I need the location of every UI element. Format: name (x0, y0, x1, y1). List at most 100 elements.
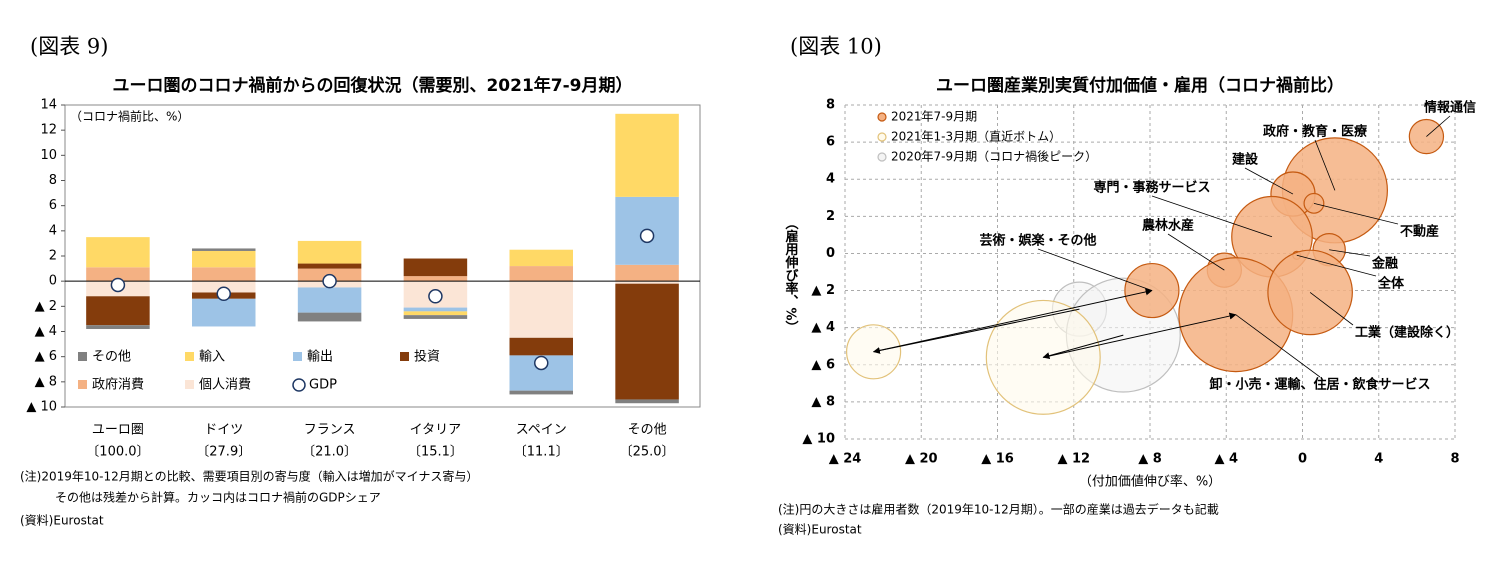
bar-segment (192, 298, 256, 327)
x-tick-sublabel: 〔25.0〕 (620, 445, 675, 460)
bar-segment (615, 281, 679, 284)
x-tick-label: ▲ 20 (905, 452, 938, 467)
note: (注)2019年10-12月期との比較、需要項目別の寄与度（輸入は増加がマイナス… (20, 469, 478, 484)
legend-label: 輸入 (199, 350, 225, 365)
x-tick-label: 0 (1298, 452, 1307, 467)
leader-line (1037, 248, 1153, 291)
point-label: 卸・小売・運輸、住居・飲食サービス (1209, 377, 1430, 393)
y-tick-label: ▲ 2 (811, 283, 835, 298)
gdp-marker (534, 355, 549, 371)
y-tick-label: ▲ 6 (811, 357, 835, 372)
arrow (1042, 334, 1124, 360)
bar-segment (509, 281, 573, 338)
note: その他は残差から計算。カッコ内はコロナ禍前のGDPシェア (55, 490, 381, 505)
point-label: 全体 (1377, 276, 1405, 292)
x-tick-label: 4 (1374, 452, 1383, 467)
bar-segment (509, 390, 573, 395)
y-tick-label: ▲ 8 (35, 374, 57, 389)
bar-segment (509, 249, 573, 267)
y-axis-title: （雇用伸び率、%） (783, 216, 800, 333)
x-tick-sublabel: 〔15.1〕 (408, 445, 463, 460)
figure-label: (図表 10) (790, 35, 882, 59)
legend-swatch (293, 352, 302, 361)
legend-label: 2020年7-9月期（コロナ禍後ピーク） (891, 149, 1097, 164)
leader-line (1426, 115, 1451, 137)
legend-swatch (400, 352, 409, 361)
bar-segment (615, 264, 679, 282)
legend-swatch (877, 152, 887, 162)
leader-line (1151, 195, 1273, 238)
y-tick-label: ▲ 6 (35, 349, 57, 364)
legend-swatch (185, 380, 194, 389)
x-tick-sublabel: 〔100.0〕 (86, 445, 149, 460)
source: (資料)Eurostat (778, 523, 862, 537)
figure-label: (図表 9) (30, 35, 108, 59)
x-tick-label: イタリア (410, 423, 461, 438)
point-label: 情報通信 (1424, 100, 1476, 116)
legend-label: 2021年1-3月期（直近ボトム） (891, 130, 1061, 144)
bar-segment (86, 325, 150, 329)
bar-segment (615, 113, 679, 197)
leader-line (1296, 254, 1377, 277)
y-tick-label: ▲ 8 (811, 394, 835, 409)
gdp-marker (322, 273, 337, 289)
x-tick-label: ドイツ (204, 423, 243, 438)
chart-title: ユーロ圏のコロナ禍前からの回復状況（需要別、2021年7-9月期） (112, 75, 632, 96)
annotation: （コロナ禍前比、%） (70, 109, 189, 124)
legend-label: 投資 (414, 349, 440, 365)
x-tick-label: ▲ 16 (981, 452, 1014, 467)
x-tick-label: スペイン (516, 423, 567, 438)
x-tick-label: ▲ 12 (1057, 452, 1090, 467)
arrow (873, 288, 1153, 353)
gdp-marker (639, 228, 655, 244)
bar-segment (86, 237, 150, 268)
source: (資料)Eurostat (20, 514, 104, 528)
point-label: 工業（建設除く） (1355, 325, 1459, 341)
bar-segment (297, 287, 362, 313)
y-tick-label: ▲ 4 (811, 320, 835, 335)
point-label: 専門・事務サービス (1093, 180, 1210, 196)
legend-label: 政府消費 (92, 378, 144, 393)
leader-line (1244, 167, 1294, 195)
y-tick-label: ▲ 10 (26, 400, 57, 415)
x-tick-label: ▲ 4 (1214, 452, 1238, 467)
y-tick-label: 10 (40, 148, 57, 163)
bar-segment (615, 399, 679, 404)
x-tick-sublabel: 〔11.1〕 (514, 445, 569, 460)
point-label: 金融 (1371, 256, 1398, 272)
bar-segment (192, 267, 256, 282)
bar-segment (615, 283, 679, 400)
bar-segment (403, 311, 468, 316)
x-tick-label: ▲ 24 (829, 452, 862, 467)
legend-label: GDP (309, 378, 337, 393)
y-tick-label: 12 (40, 123, 57, 138)
gdp-marker (110, 277, 126, 293)
x-tick-label: ▲ 8 (1138, 452, 1162, 467)
y-tick-label: ▲ 2 (35, 299, 57, 314)
legend-label: 個人消費 (199, 378, 251, 393)
bar-segment (403, 258, 468, 277)
note: (注)円の大きさは雇用者数（2019年10-12月期）。一部の産業は過去データも… (778, 502, 1219, 517)
legend-swatch (877, 112, 887, 122)
y-tick-label: 2 (49, 249, 57, 264)
chart-title: ユーロ圏産業別実質付加価値・雇用（コロナ禍前比） (936, 75, 1344, 96)
y-tick-label: 8 (826, 98, 835, 113)
legend-swatch (185, 352, 194, 361)
x-tick-label: 8 (1450, 452, 1459, 467)
leader-line (1329, 249, 1371, 257)
bar-segment (403, 315, 468, 319)
leader-line (1313, 202, 1399, 225)
x-tick-label: ユーロ圏 (92, 423, 144, 438)
legend-label: 2021年7-9月期 (891, 110, 977, 124)
bar-segment (509, 337, 573, 356)
y-tick-label: 4 (826, 172, 835, 187)
y-tick-label: ▲ 4 (35, 324, 57, 339)
y-tick-label: 6 (49, 198, 57, 213)
bar-segment (297, 240, 362, 264)
leader-line (1314, 139, 1336, 191)
bar-segment (86, 296, 150, 326)
x-tick-label: フランス (304, 423, 356, 438)
y-tick-label: 4 (49, 223, 57, 238)
legend-label: その他 (92, 350, 131, 365)
leader-line (1309, 292, 1354, 326)
